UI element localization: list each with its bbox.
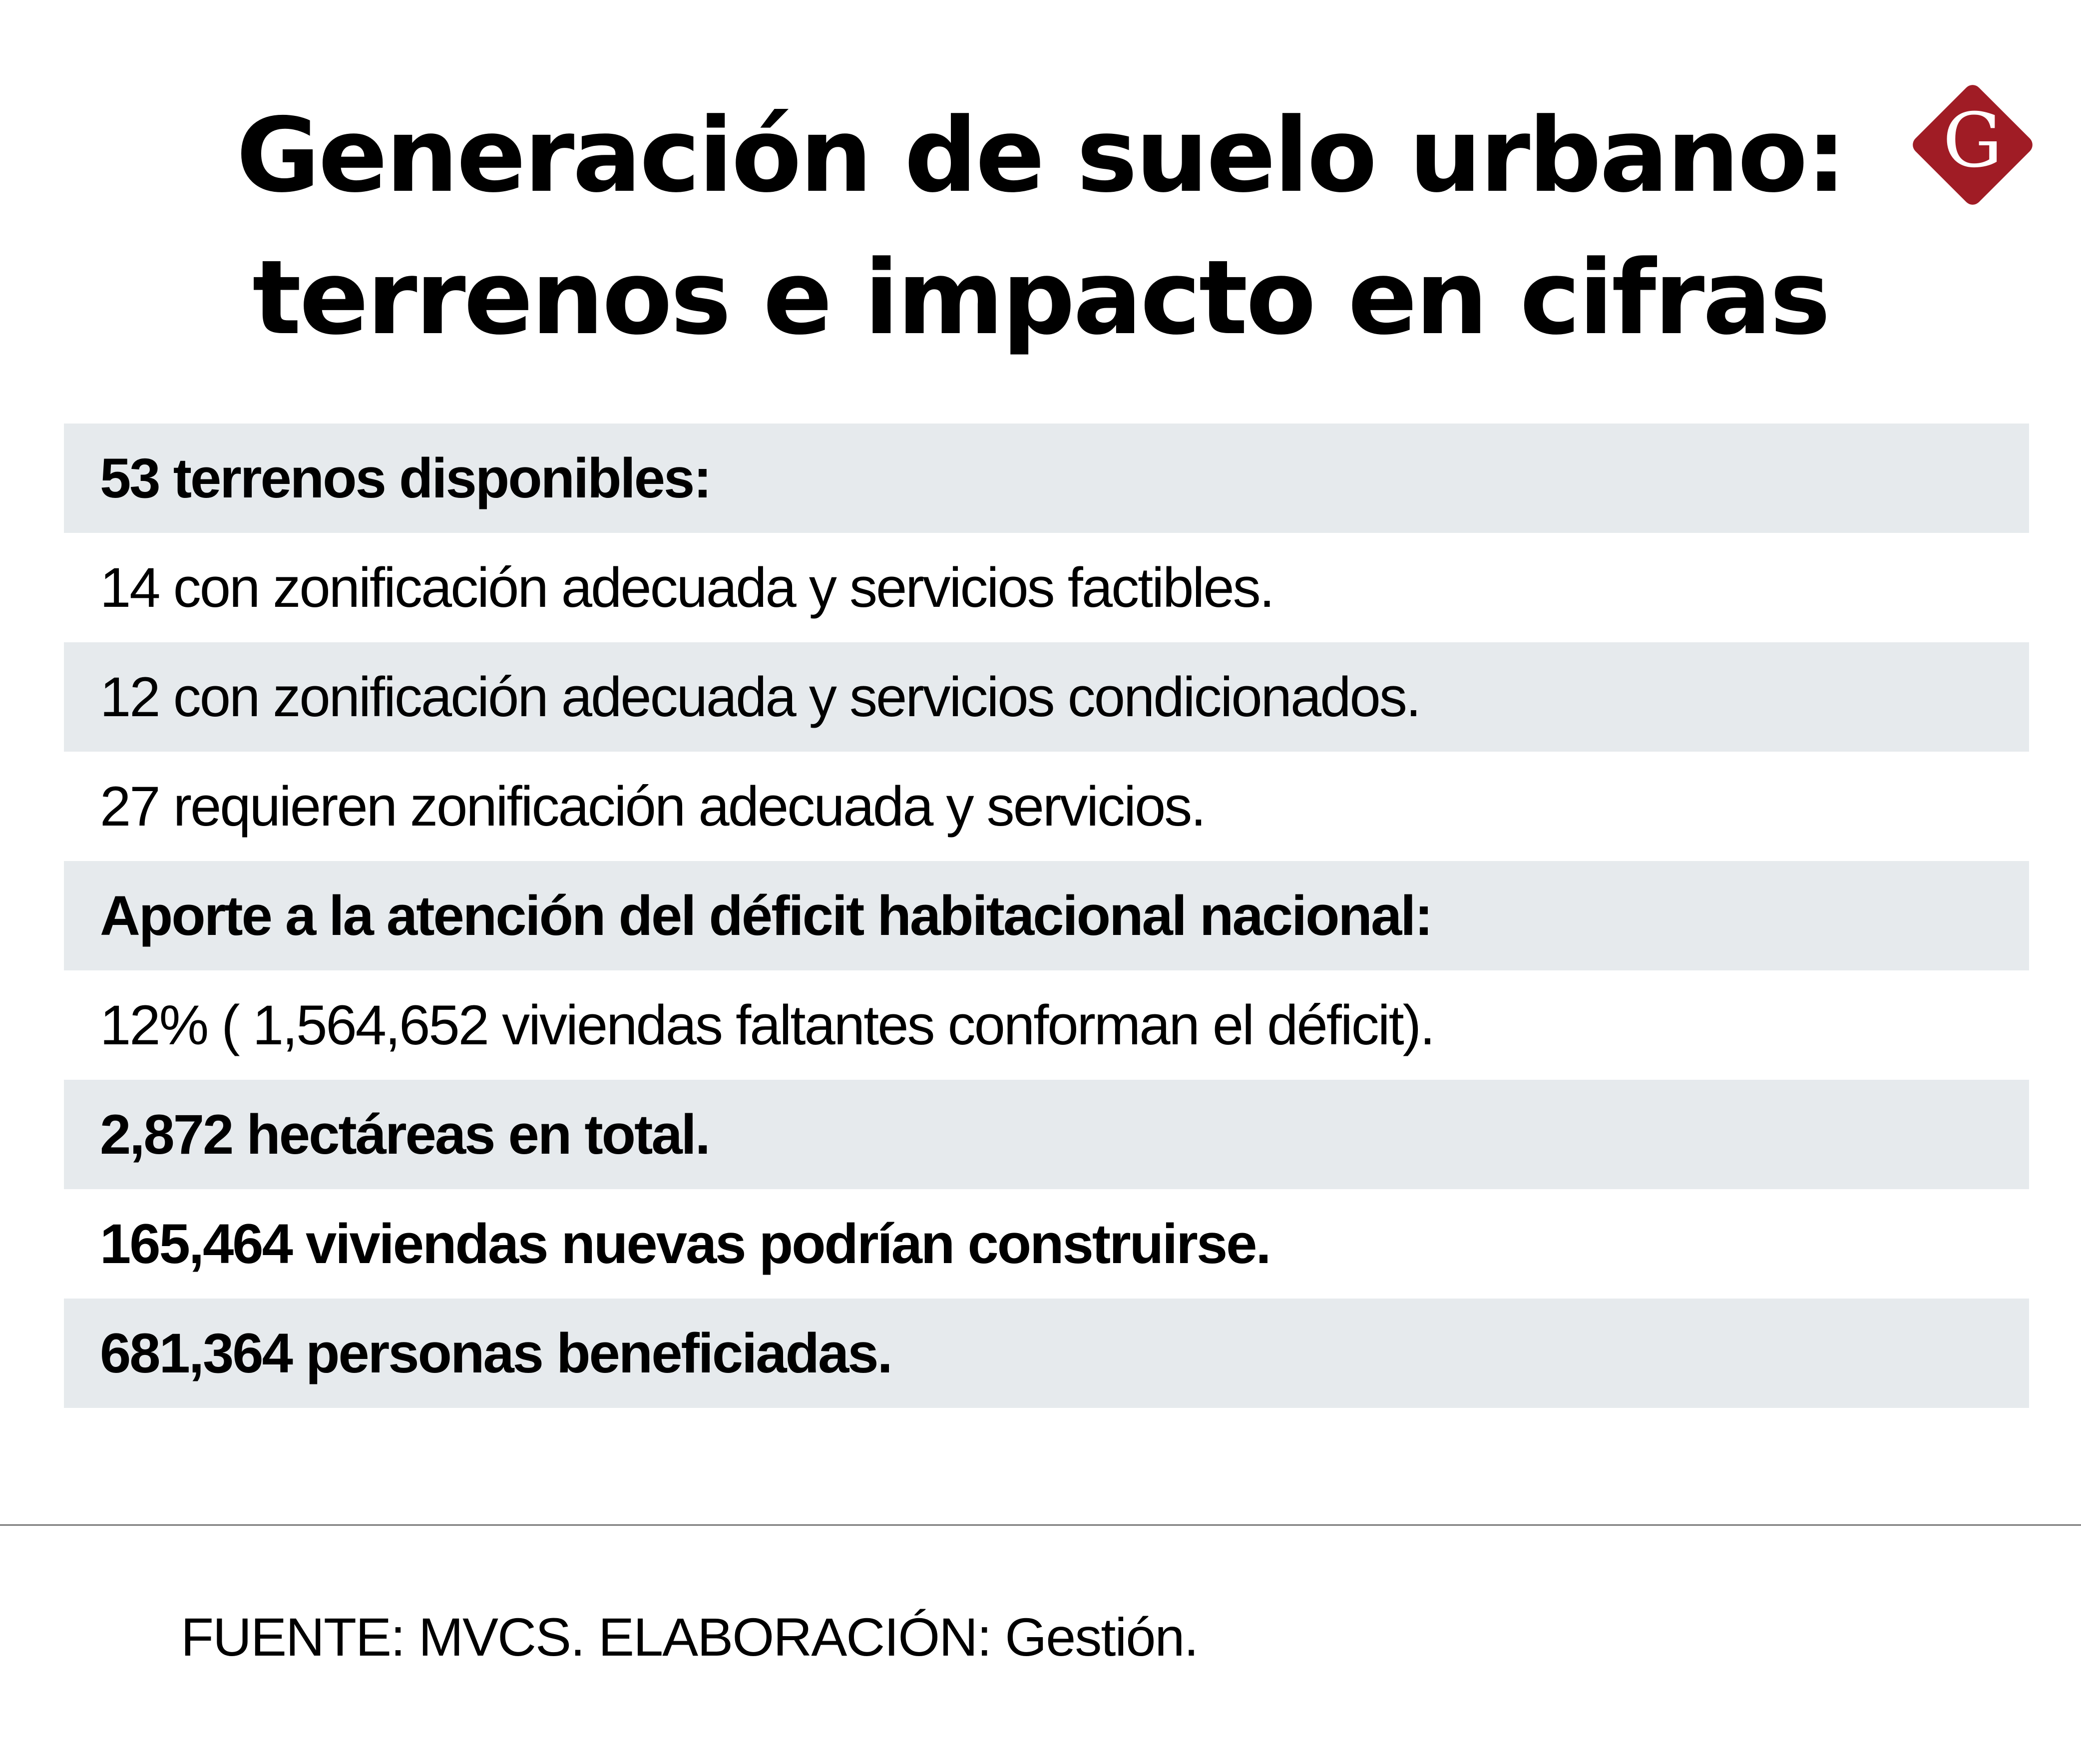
title-line-1: Generación de suelo urbano: — [236, 96, 1847, 215]
logo-diamond — [1913, 85, 2033, 205]
table-row: 2,872 hectáreas en total. — [64, 1080, 2029, 1189]
table-row: 681,364 personas beneficiadas. — [64, 1299, 2029, 1408]
source-credit: FUENTE: MVCS. ELABORACIÓN: Gestión. — [181, 1607, 1199, 1667]
figures-table: 53 terrenos disponibles: 14 con zonifica… — [64, 424, 2029, 1408]
row-text: Aporte a la atención del déficit habitac… — [100, 884, 1433, 947]
row-text: 27 requieren zonificación adecuada y ser… — [100, 775, 1206, 838]
row-text: 681,364 personas beneficiadas. — [100, 1322, 893, 1384]
logo-letter: G — [1943, 97, 2003, 184]
footer-divider — [0, 1524, 2081, 1526]
row-text: 53 terrenos disponibles: — [100, 447, 712, 509]
table-row: 165,464 viviendas nuevas podrían constru… — [64, 1189, 2029, 1299]
table-row: 14 con zonificación adecuada y servicios… — [64, 533, 2029, 642]
row-text: 14 con zonificación adecuada y servicios… — [100, 556, 1275, 619]
infographic-title: Generación de suelo urbano: terrenos e i… — [0, 85, 2081, 370]
row-text: 165,464 viviendas nuevas podrían constru… — [100, 1213, 1271, 1275]
table-row: 27 requieren zonificación adecuada y ser… — [64, 752, 2029, 861]
logo-svg: G — [1913, 85, 2033, 205]
row-text: 12% ( 1,564,652 viviendas faltantes conf… — [100, 994, 1435, 1056]
row-text: 12 con zonificación adecuada y servicios… — [100, 666, 1421, 728]
gestion-g-logo-icon: G — [1895, 67, 2050, 222]
table-row: 12% ( 1,564,652 viviendas faltantes conf… — [64, 970, 2029, 1080]
table-row: 12 con zonificación adecuada y servicios… — [64, 642, 2029, 752]
table-row: 53 terrenos disponibles: — [64, 424, 2029, 533]
row-text: 2,872 hectáreas en total. — [100, 1103, 711, 1166]
title-line-2: terrenos e impacto en cifras — [252, 239, 1830, 358]
table-row: Aporte a la atención del déficit habitac… — [64, 861, 2029, 970]
